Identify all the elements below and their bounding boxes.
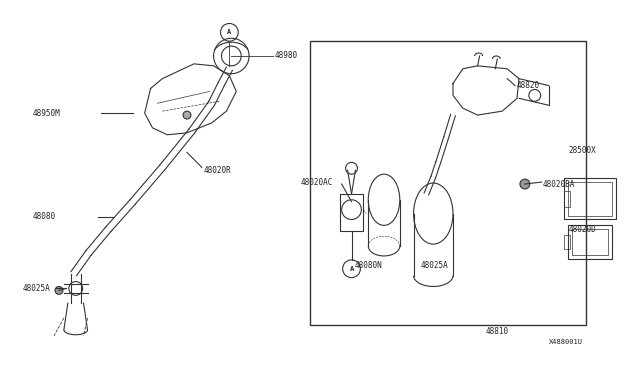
Bar — [310, 41, 586, 325]
Text: X488001U: X488001U — [548, 339, 582, 344]
Circle shape — [183, 111, 191, 119]
Bar — [572, 230, 607, 255]
Bar — [568, 225, 612, 259]
Bar — [340, 194, 364, 231]
Text: 48025A: 48025A — [22, 284, 51, 293]
Text: 48020R: 48020R — [204, 166, 232, 175]
Circle shape — [55, 286, 63, 294]
Text: 48810: 48810 — [486, 327, 509, 336]
Bar — [564, 178, 616, 219]
Text: 48820: 48820 — [517, 81, 540, 90]
Text: 48080N: 48080N — [355, 261, 382, 270]
Text: 28500X: 28500X — [568, 146, 596, 155]
Bar — [564, 191, 570, 207]
Text: 48080: 48080 — [33, 212, 56, 221]
Text: 48020BA: 48020BA — [543, 180, 575, 189]
Text: 48020D: 48020D — [568, 225, 596, 234]
Text: 48980: 48980 — [275, 51, 298, 61]
Text: 48020AC: 48020AC — [300, 177, 333, 187]
Text: A: A — [227, 29, 232, 35]
Circle shape — [520, 179, 530, 189]
Bar — [568, 182, 612, 215]
Text: 48950M: 48950M — [33, 109, 60, 118]
Text: A: A — [349, 266, 354, 272]
Text: 48025A: 48025A — [420, 261, 448, 270]
Bar — [564, 235, 570, 249]
